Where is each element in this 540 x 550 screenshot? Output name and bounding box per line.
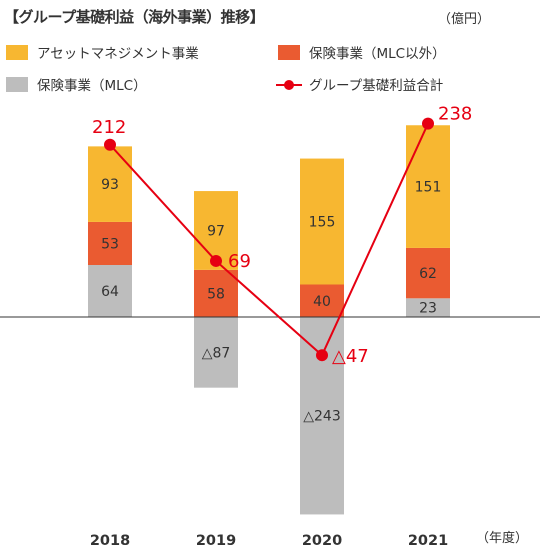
total-point-2021 [422,117,434,130]
legend-line-total [276,77,302,92]
bar-label-hoken_excl-2021: 62 [419,266,437,282]
x-tick-2020: 2020 [302,533,342,549]
legend-label-total: グループ基礎利益合計 [309,78,444,94]
bar-label-hoken_excl-2019: 58 [207,286,225,302]
bar-hoken_excl-2021 [406,247,450,299]
total-line [109,123,429,357]
legend-swatch-asset [6,44,28,60]
total-label-2019: 69 [228,251,251,272]
x-tick-2019: 2019 [196,533,236,549]
legend-item-asset: アセットマネジメント事業 [6,42,199,62]
bar-hoken_excl-2019 [194,269,238,317]
bar-mlc-2019 [194,317,238,388]
total-label-2020: △47 [332,346,369,367]
unit-label: （億円） [438,12,491,27]
bar-label-hoken_excl-2020: 40 [313,294,331,310]
legend-swatch-hoken-excl [278,44,300,60]
total-point-2019 [210,254,222,267]
total-label-2021: 238 [438,104,472,125]
bar-asset-2018 [88,146,132,222]
legend-label-hoken-excl: 保険事業（MLC以外） [309,46,446,62]
bar-label-asset-2018: 93 [101,177,119,193]
bar-label-asset-2019: 97 [207,223,225,239]
total-label-2018: 212 [92,117,126,138]
x-tick-2021: 2021 [408,533,448,549]
legend-label-asset: アセットマネジメント事業 [37,46,199,62]
x-unit-label: （年度） [476,531,529,546]
legend-label-mlc: 保険事業（MLC） [37,78,147,94]
bar-label-mlc-2020: △243 [303,409,341,425]
total-point-2018 [104,138,116,151]
bar-label-mlc-2021: 23 [419,301,437,317]
bar-asset-2020 [300,158,344,285]
bar-mlc-2018 [88,265,132,317]
bar-hoken_excl-2020 [300,284,344,317]
chart-title: 【グループ基礎利益（海外事業）推移】 [4,8,265,26]
bar-hoken_excl-2018 [88,221,132,265]
bar-asset-2021 [406,125,450,248]
legend-item-hoken-excl: 保険事業（MLC以外） [278,42,446,62]
legend-item-mlc: 保険事業（MLC） [6,74,147,94]
bar-label-asset-2020: 155 [309,215,336,231]
bar-mlc-2021 [406,298,450,317]
total-point-2020 [316,349,328,362]
bar-label-hoken_excl-2018: 53 [101,236,119,252]
x-tick-2018: 2018 [90,533,130,549]
legend-item-total: グループ基礎利益合計 [276,74,443,94]
bar-label-asset-2021: 151 [415,180,442,196]
bar-label-mlc-2018: 64 [101,284,119,300]
legend-swatch-mlc [6,76,28,92]
bar-label-mlc-2019: △87 [202,345,231,361]
